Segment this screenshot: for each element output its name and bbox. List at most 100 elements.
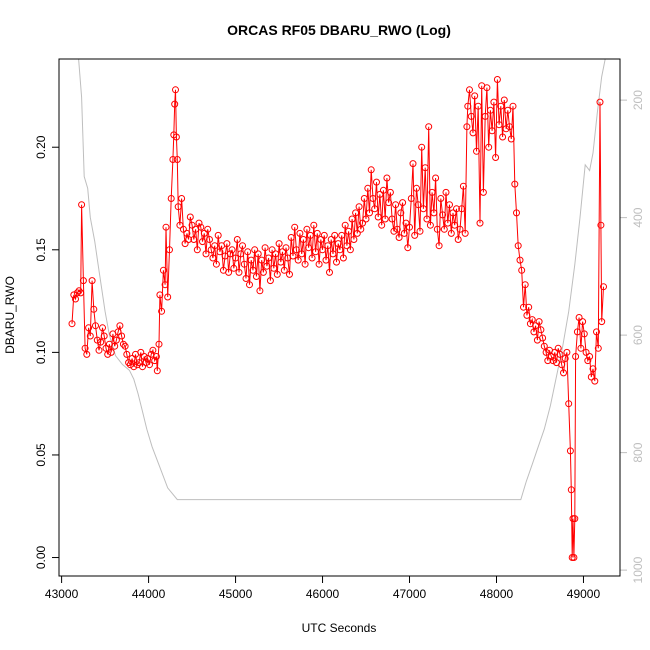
data-point	[535, 318, 543, 326]
data-point	[400, 229, 408, 237]
data-point	[130, 363, 138, 371]
data-point	[386, 188, 394, 196]
data-point	[376, 190, 384, 198]
data-point	[404, 244, 412, 252]
data-point	[204, 225, 212, 233]
data-point	[298, 250, 306, 258]
x-tick-label: 46000	[306, 587, 340, 601]
data-point	[162, 223, 170, 231]
data-point	[458, 205, 466, 213]
data-point	[594, 344, 602, 352]
data-point	[303, 225, 311, 233]
data-point	[97, 338, 105, 346]
data-point	[331, 231, 339, 239]
data-point	[240, 260, 248, 268]
data-point	[333, 258, 340, 266]
data-point	[237, 250, 245, 258]
data-point	[279, 248, 286, 256]
data-point	[566, 447, 574, 455]
data-point	[296, 229, 304, 237]
data-point	[225, 268, 233, 276]
data-point	[313, 229, 321, 237]
data-point	[539, 334, 547, 342]
data-point	[446, 201, 453, 209]
data-point	[292, 246, 300, 254]
data-point	[339, 254, 347, 262]
data-point	[99, 324, 106, 332]
data-point	[199, 238, 206, 246]
data-point	[176, 221, 184, 229]
data-point	[547, 353, 555, 360]
data-point	[319, 246, 326, 254]
data-point	[388, 215, 396, 223]
data-point	[73, 289, 81, 297]
data-point	[549, 357, 557, 365]
data-point	[137, 348, 145, 356]
data-point	[256, 287, 264, 295]
data-point	[90, 305, 98, 313]
data-point	[521, 281, 529, 289]
data-point	[476, 219, 484, 227]
data-point	[425, 123, 433, 131]
data-point	[202, 250, 210, 258]
data-point	[247, 256, 255, 264]
data-point	[326, 268, 333, 276]
data-point	[530, 328, 538, 336]
data-point	[244, 248, 252, 256]
data-point	[128, 355, 136, 362]
data-point	[329, 250, 337, 258]
data-point	[525, 303, 533, 311]
data-point	[433, 225, 441, 233]
data-point	[416, 227, 424, 235]
data-point	[167, 195, 175, 202]
data-point	[273, 270, 281, 278]
data-point	[179, 225, 187, 233]
data-point	[178, 195, 186, 202]
data-point	[469, 129, 477, 137]
data-point	[72, 295, 79, 303]
data-point	[266, 277, 274, 285]
data-point	[587, 373, 595, 381]
data-point	[195, 219, 203, 227]
data-point	[414, 201, 422, 209]
data-point	[437, 195, 445, 202]
data-point	[164, 293, 172, 301]
data-point	[85, 324, 93, 332]
data-point	[338, 231, 346, 239]
data-point	[286, 270, 293, 278]
data-point	[159, 266, 167, 274]
plot-frame	[58, 58, 621, 577]
data-point	[317, 236, 325, 243]
data-point	[454, 236, 462, 243]
data-point	[453, 205, 460, 213]
data-point	[188, 221, 196, 229]
data-point	[111, 342, 119, 350]
series-line	[71, 79, 604, 558]
data-point	[197, 223, 205, 231]
x-tick-label: 43000	[45, 587, 79, 601]
data-point	[360, 195, 368, 202]
data-point	[228, 246, 236, 254]
data-point	[211, 242, 219, 250]
data-point	[379, 186, 387, 194]
data-point	[428, 188, 436, 196]
data-point	[506, 123, 513, 131]
data-point	[246, 281, 253, 289]
data-point	[421, 164, 429, 172]
series-group	[68, 59, 607, 561]
data-point	[239, 242, 246, 250]
data-point	[350, 236, 358, 243]
data-point	[518, 266, 526, 274]
data-point	[282, 244, 290, 252]
data-point	[563, 348, 571, 356]
data-point	[507, 135, 515, 143]
data-point	[185, 236, 193, 243]
data-point	[435, 242, 443, 250]
secondary-series-line	[78, 59, 606, 501]
data-point	[280, 266, 288, 274]
data-point	[320, 231, 328, 239]
data-point	[374, 213, 382, 221]
data-point	[432, 174, 440, 182]
data-point	[68, 320, 76, 328]
data-point	[153, 367, 161, 375]
